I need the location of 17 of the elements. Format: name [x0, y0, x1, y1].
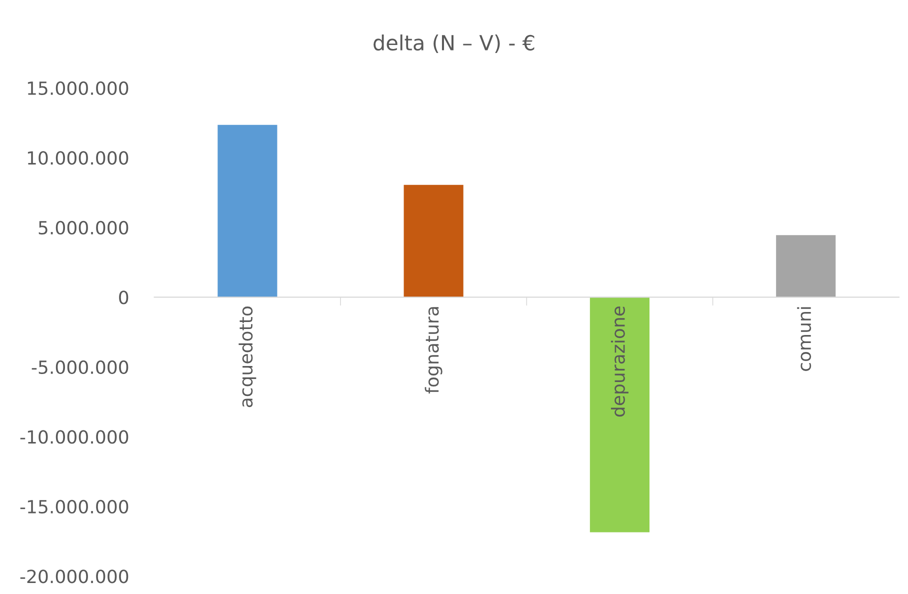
- y-tick-label: 15.000.000: [28, 81, 128, 96]
- x-tick-label: comuni: [797, 307, 812, 371]
- y-tick-label: 5.000.000: [38, 220, 128, 235]
- y-tick-label: -5.000.000: [32, 360, 128, 374]
- bar: [590, 297, 650, 532]
- bar: [404, 184, 464, 298]
- x-tick-label: acquedotto: [238, 306, 256, 408]
- x-tick-label: fognatura: [424, 307, 442, 394]
- y-tick-label: 0: [119, 290, 128, 304]
- y-tick-label: 10.000.000: [28, 151, 128, 165]
- y-tick-label: -15.000.000: [20, 500, 128, 514]
- y-tick-label: -10.000.000: [20, 430, 128, 444]
- y-tick-label: -20.000.000: [20, 570, 128, 584]
- bar: [776, 235, 836, 298]
- x-tick-label: depurazione: [610, 306, 628, 417]
- chart-title: delta (N – V) - €: [374, 34, 534, 54]
- bar: [218, 124, 278, 298]
